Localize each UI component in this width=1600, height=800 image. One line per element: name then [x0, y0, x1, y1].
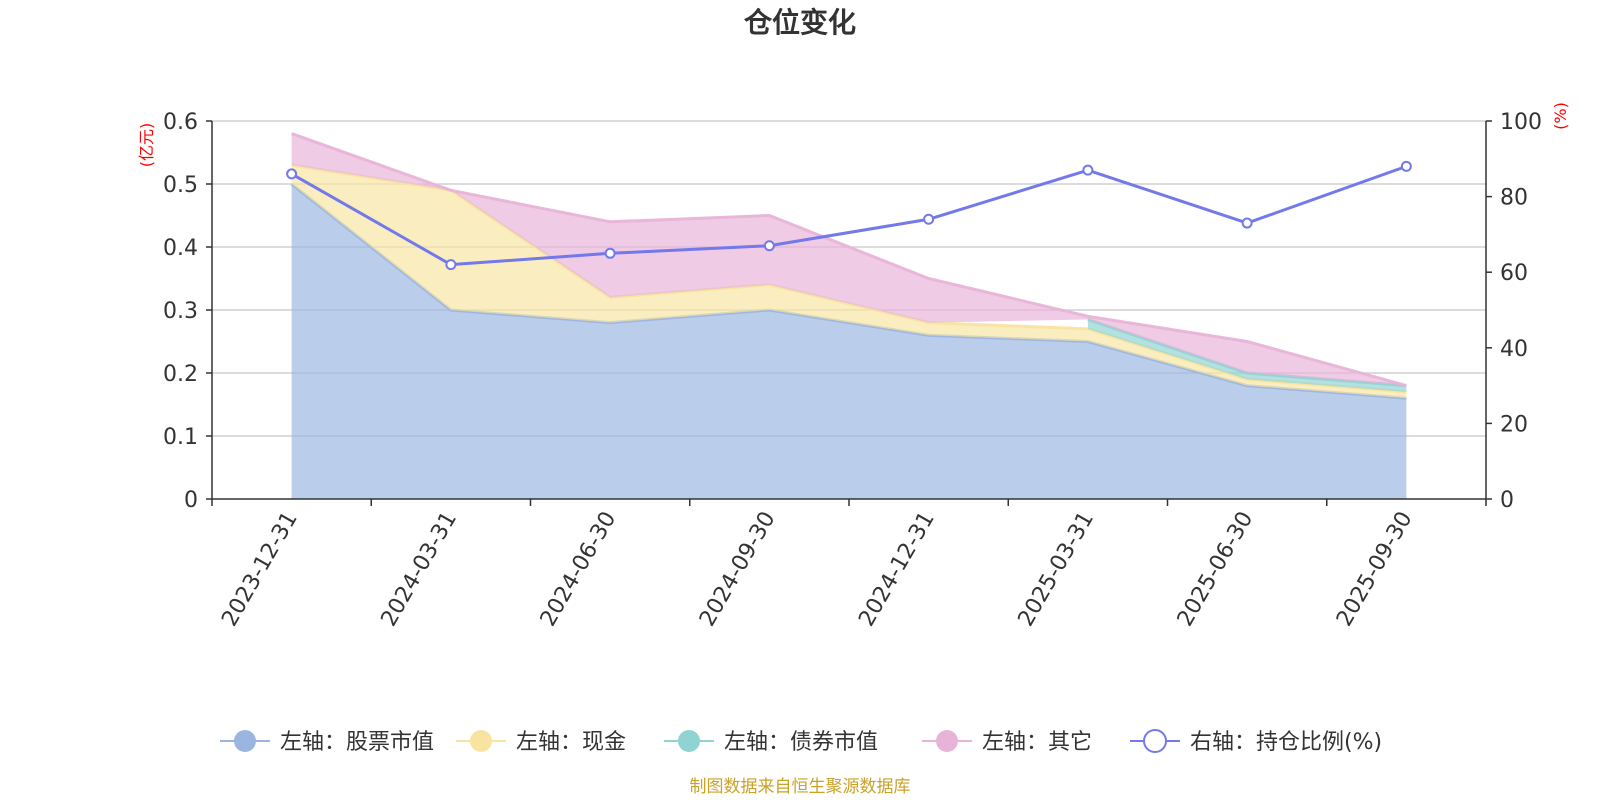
right-tick-label-0: 0 [1500, 488, 1514, 513]
legend-marker-4 [1143, 729, 1167, 753]
left-tick-label-0: 0 [184, 488, 198, 513]
left-tick-label-5: 0.5 [163, 173, 198, 198]
x-tick-label-4: 2024-12-31 [854, 508, 940, 631]
legend-item-1: 左轴：现金 [456, 730, 626, 755]
ratio-point-4 [923, 213, 935, 225]
legend-label-0: 左轴：股票市值 [280, 730, 434, 755]
legend-label-4: 右轴：持仓比例(%) [1190, 730, 1382, 755]
area-edge-3-0 [291, 132, 1407, 388]
ratio-point-1 [445, 259, 457, 271]
left-tick-label-3: 0.3 [163, 299, 198, 324]
x-tick-label-5: 2025-03-31 [1013, 508, 1099, 631]
legend: 左轴：股票市值 左轴：现金 左轴：债券市值 左轴：其它 右轴：持仓比例(%) [220, 729, 1382, 755]
left-tick-label-1: 0.1 [163, 425, 198, 450]
legend-item-2: 左轴：债券市值 [664, 730, 878, 755]
area-2-0 [1087, 319, 1407, 392]
left-axis-unit: (亿元) [137, 123, 156, 168]
stacked-areas [290, 132, 1407, 499]
right-tick-label-1: 20 [1500, 412, 1528, 437]
left-tick-label-2: 0.2 [163, 362, 198, 387]
x-tick-label-2: 2024-06-30 [536, 508, 622, 631]
legend-item-0: 左轴：股票市值 [220, 730, 434, 755]
ratio-point-0 [286, 168, 298, 180]
left-tick-label-6: 0.6 [163, 110, 198, 135]
ratio-point-6 [1241, 217, 1253, 229]
ratio-point-5 [1082, 164, 1094, 176]
legend-label-2: 左轴：债券市值 [724, 730, 878, 755]
legend-marker-2 [678, 730, 700, 752]
ratio-point-7 [1400, 160, 1412, 172]
right-tick-label-2: 40 [1500, 337, 1528, 362]
x-tick-label-7: 2025-09-30 [1332, 508, 1418, 631]
legend-item-4: 右轴：持仓比例(%) [1130, 729, 1382, 755]
legend-label-3: 左轴：其它 [982, 730, 1092, 755]
ratio-point-2 [604, 247, 616, 259]
area-1-0 [291, 165, 1407, 399]
right-tick-label-4: 80 [1500, 186, 1528, 211]
legend-item-3: 左轴：其它 [922, 730, 1092, 755]
data-source-note: 制图数据来自恒生聚源数据库 [690, 777, 911, 797]
left-tick-label-4: 0.4 [163, 236, 198, 261]
right-axis-unit: (%) [1551, 102, 1570, 130]
right-tick-label-5: 100 [1500, 110, 1542, 135]
area-0-0 [291, 184, 1407, 499]
chart-title: 仓位变化 [744, 6, 856, 39]
right-tick-label-3: 60 [1500, 261, 1528, 286]
ratio-line-path [290, 164, 1407, 267]
legend-label-1: 左轴：现金 [516, 730, 626, 755]
x-tick-label-0: 2023-12-31 [217, 508, 303, 631]
holding-ratio-line [286, 160, 1412, 271]
legend-marker-1 [470, 730, 492, 752]
x-tick-label-3: 2024-09-30 [695, 508, 781, 631]
ratio-point-3 [763, 240, 775, 252]
x-tick-label-1: 2024-03-31 [376, 508, 462, 631]
legend-marker-3 [936, 730, 958, 752]
x-tick-label-6: 2025-06-30 [1173, 508, 1259, 631]
legend-marker-0 [234, 730, 256, 752]
